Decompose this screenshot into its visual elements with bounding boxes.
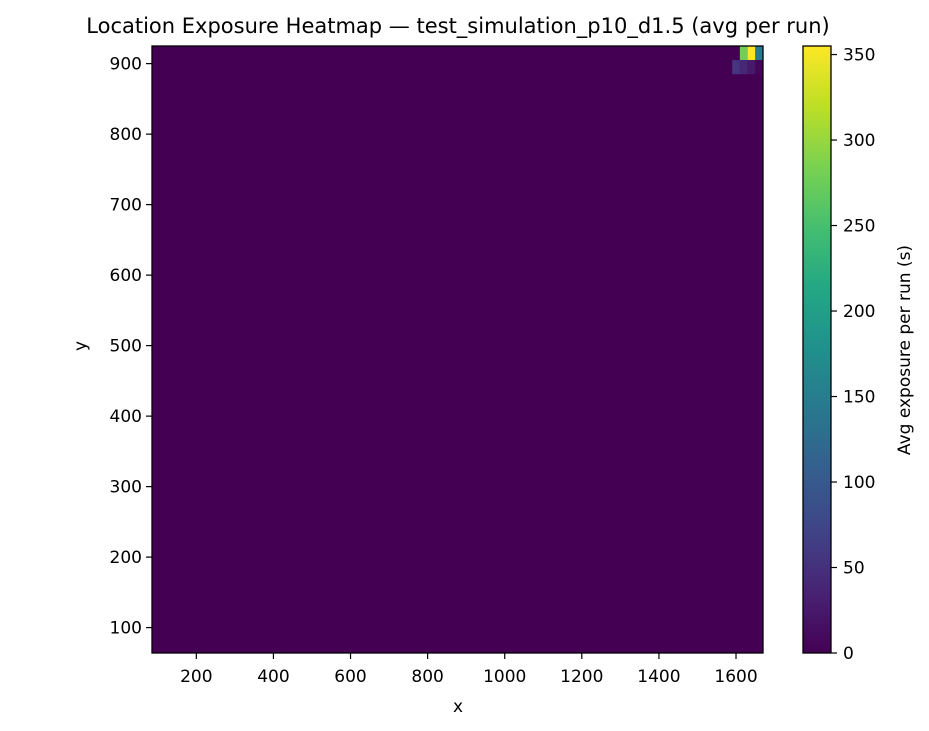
heatmap-cell xyxy=(755,46,763,61)
x-tick-label: 600 xyxy=(334,667,366,687)
heatmap-cell xyxy=(747,60,756,75)
heatmap-cells xyxy=(732,46,763,75)
y-tick-label: 600 xyxy=(110,266,142,286)
y-tick-label: 200 xyxy=(110,548,142,568)
colorbar: 0 50 100 150 200 250 300 350 Avg exposure per r… xyxy=(802,45,915,664)
x-tick-label: 1200 xyxy=(560,667,603,687)
y-tick-label: 400 xyxy=(110,407,142,427)
colorbar-tick-label: 150 xyxy=(843,388,875,408)
y-axis-label: y xyxy=(71,341,91,351)
colorbar-tick-label: 300 xyxy=(843,131,875,151)
colorbar-tick-label: 350 xyxy=(843,46,875,66)
colorbar-tick-label: 100 xyxy=(843,473,875,493)
y-axis-ticks: 100 200 300 400 500 600 700 800 900 xyxy=(110,55,152,639)
y-tick-label: 700 xyxy=(110,196,142,216)
heatmap-cell xyxy=(739,46,748,61)
colorbar-tick-label: 50 xyxy=(843,559,865,579)
heatmap-cell xyxy=(739,60,748,75)
colorbar-gradient xyxy=(803,46,831,653)
colorbar-frame xyxy=(802,45,832,654)
colorbar-label: Avg exposure per run (s) xyxy=(895,245,915,455)
y-tick-label: 100 xyxy=(110,619,142,639)
colorbar-tick-label: 250 xyxy=(843,217,875,237)
colorbar-tick-label: 200 xyxy=(843,302,875,322)
y-tick-label: 900 xyxy=(110,55,142,75)
x-tick-label: 200 xyxy=(180,667,212,687)
heatmap-background xyxy=(152,46,763,653)
x-tick-label: 1600 xyxy=(714,667,757,687)
chart-title: Location Exposure Heatmap — test_simulat… xyxy=(86,14,829,39)
x-axis-label: x xyxy=(453,697,463,717)
x-tick-label: 800 xyxy=(411,667,443,687)
heatmap-cell xyxy=(747,46,756,61)
x-axis-ticks: 200 400 600 800 1000 1200 1400 1600 xyxy=(180,653,758,687)
plot-area xyxy=(151,45,764,654)
plot-frame xyxy=(151,45,764,654)
y-tick-label: 800 xyxy=(110,125,142,145)
heatmap-cell xyxy=(732,60,740,75)
y-tick-label: 300 xyxy=(110,478,142,498)
x-tick-label: 1400 xyxy=(637,667,680,687)
heatmap-cell xyxy=(755,60,763,75)
x-tick-label: 1000 xyxy=(483,667,526,687)
x-tick-label: 400 xyxy=(257,667,289,687)
colorbar-ticks: 0 50 100 150 200 250 300 350 xyxy=(831,46,875,664)
y-tick-label: 500 xyxy=(110,337,142,357)
colorbar-tick-label: 0 xyxy=(843,644,854,664)
